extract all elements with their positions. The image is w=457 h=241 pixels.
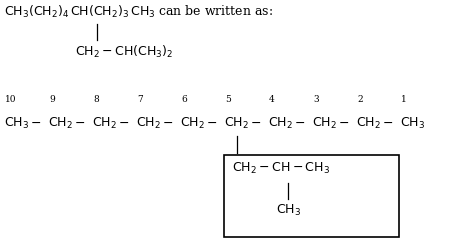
Text: 9: 9 — [49, 95, 55, 104]
Text: $\mathrm{CH_2 - CH - CH_3}$: $\mathrm{CH_2 - CH - CH_3}$ — [232, 161, 330, 176]
Text: $-$: $-$ — [162, 116, 173, 129]
Text: 3: 3 — [313, 95, 319, 104]
Text: 2: 2 — [357, 95, 362, 104]
Text: $-$: $-$ — [338, 116, 349, 129]
Text: 10: 10 — [5, 95, 16, 104]
Text: 5: 5 — [225, 95, 231, 104]
Text: $-$: $-$ — [118, 116, 129, 129]
Text: $\mathrm{CH_2}$: $\mathrm{CH_2}$ — [180, 116, 205, 131]
Text: $\mathrm{CH_3}$: $\mathrm{CH_3}$ — [276, 203, 301, 218]
Text: $-$: $-$ — [294, 116, 305, 129]
Text: 8: 8 — [93, 95, 99, 104]
Text: $\mathrm{CH_2}$: $\mathrm{CH_2}$ — [136, 116, 161, 131]
Text: $\mathrm{CH_2}$: $\mathrm{CH_2}$ — [224, 116, 249, 131]
Text: $-$: $-$ — [74, 116, 85, 129]
Text: 6: 6 — [181, 95, 187, 104]
Text: $\mathrm{CH_3(CH_2)_4\,CH(CH_2)_3\,CH_3}$ can be written as:: $\mathrm{CH_3(CH_2)_4\,CH(CH_2)_3\,CH_3}… — [4, 4, 273, 20]
Text: $\mathrm{CH_2}$: $\mathrm{CH_2}$ — [92, 116, 117, 131]
Text: $-$: $-$ — [30, 116, 41, 129]
Text: 7: 7 — [137, 95, 143, 104]
Text: $\mathrm{CH_2}$: $\mathrm{CH_2}$ — [356, 116, 381, 131]
Text: 4: 4 — [269, 95, 275, 104]
Text: 1: 1 — [401, 95, 407, 104]
Text: $-$: $-$ — [250, 116, 261, 129]
Text: $\mathrm{CH_2}$: $\mathrm{CH_2}$ — [268, 116, 293, 131]
Text: $\mathrm{CH_3}$: $\mathrm{CH_3}$ — [400, 116, 425, 131]
Text: $\mathrm{CH_2}$: $\mathrm{CH_2}$ — [312, 116, 337, 131]
Bar — [224, 155, 399, 237]
Text: $-$: $-$ — [206, 116, 217, 129]
Text: $\mathrm{CH_2}$: $\mathrm{CH_2}$ — [48, 116, 73, 131]
Text: $-$: $-$ — [382, 116, 393, 129]
Text: $\mathrm{CH_3}$: $\mathrm{CH_3}$ — [4, 116, 29, 131]
Text: $\mathrm{CH_2 - CH(CH_3)_2}$: $\mathrm{CH_2 - CH(CH_3)_2}$ — [75, 44, 173, 60]
